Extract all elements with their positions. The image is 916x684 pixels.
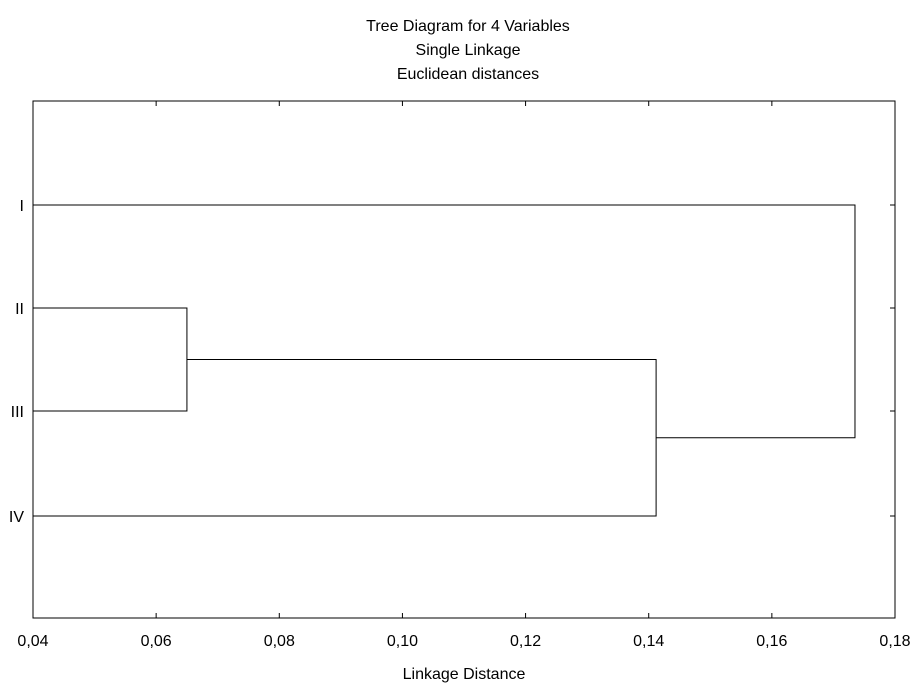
merge-branch-1 bbox=[33, 307, 188, 412]
plot-frame bbox=[32, 100, 896, 619]
dendrogram-branches bbox=[33, 204, 856, 517]
x-axis-tick-labels: 0,04 0,06 0,08 0,10 0,12 0,14 0,16 0,18 bbox=[17, 633, 910, 650]
x-tick-label: 0,14 bbox=[633, 633, 664, 650]
x-tick-label: 0,18 bbox=[879, 633, 910, 650]
leaf-label-I: I bbox=[20, 198, 24, 215]
chart-title-line-1: Tree Diagram for 4 Variables bbox=[366, 18, 570, 35]
x-tick-label: 0,04 bbox=[17, 633, 48, 650]
x-tick-label: 0,08 bbox=[264, 633, 295, 650]
merge-branch-3 bbox=[33, 204, 856, 439]
x-tick-label: 0,10 bbox=[387, 633, 418, 650]
merge-branch-2 bbox=[33, 359, 657, 517]
leaf-label-III: III bbox=[11, 404, 24, 421]
chart-title-line-3: Euclidean distances bbox=[397, 66, 539, 83]
x-tick-label: 0,12 bbox=[510, 633, 541, 650]
y-axis-ticks bbox=[33, 204, 895, 517]
leaf-label-IV: IV bbox=[9, 509, 24, 526]
leaf-label-II: II bbox=[15, 301, 24, 318]
x-tick-label: 0,06 bbox=[141, 633, 172, 650]
x-axis-label: Linkage Distance bbox=[403, 666, 526, 683]
x-axis-ticks bbox=[32, 101, 896, 618]
chart-title-line-2: Single Linkage bbox=[416, 42, 521, 59]
x-tick-label: 0,16 bbox=[756, 633, 787, 650]
